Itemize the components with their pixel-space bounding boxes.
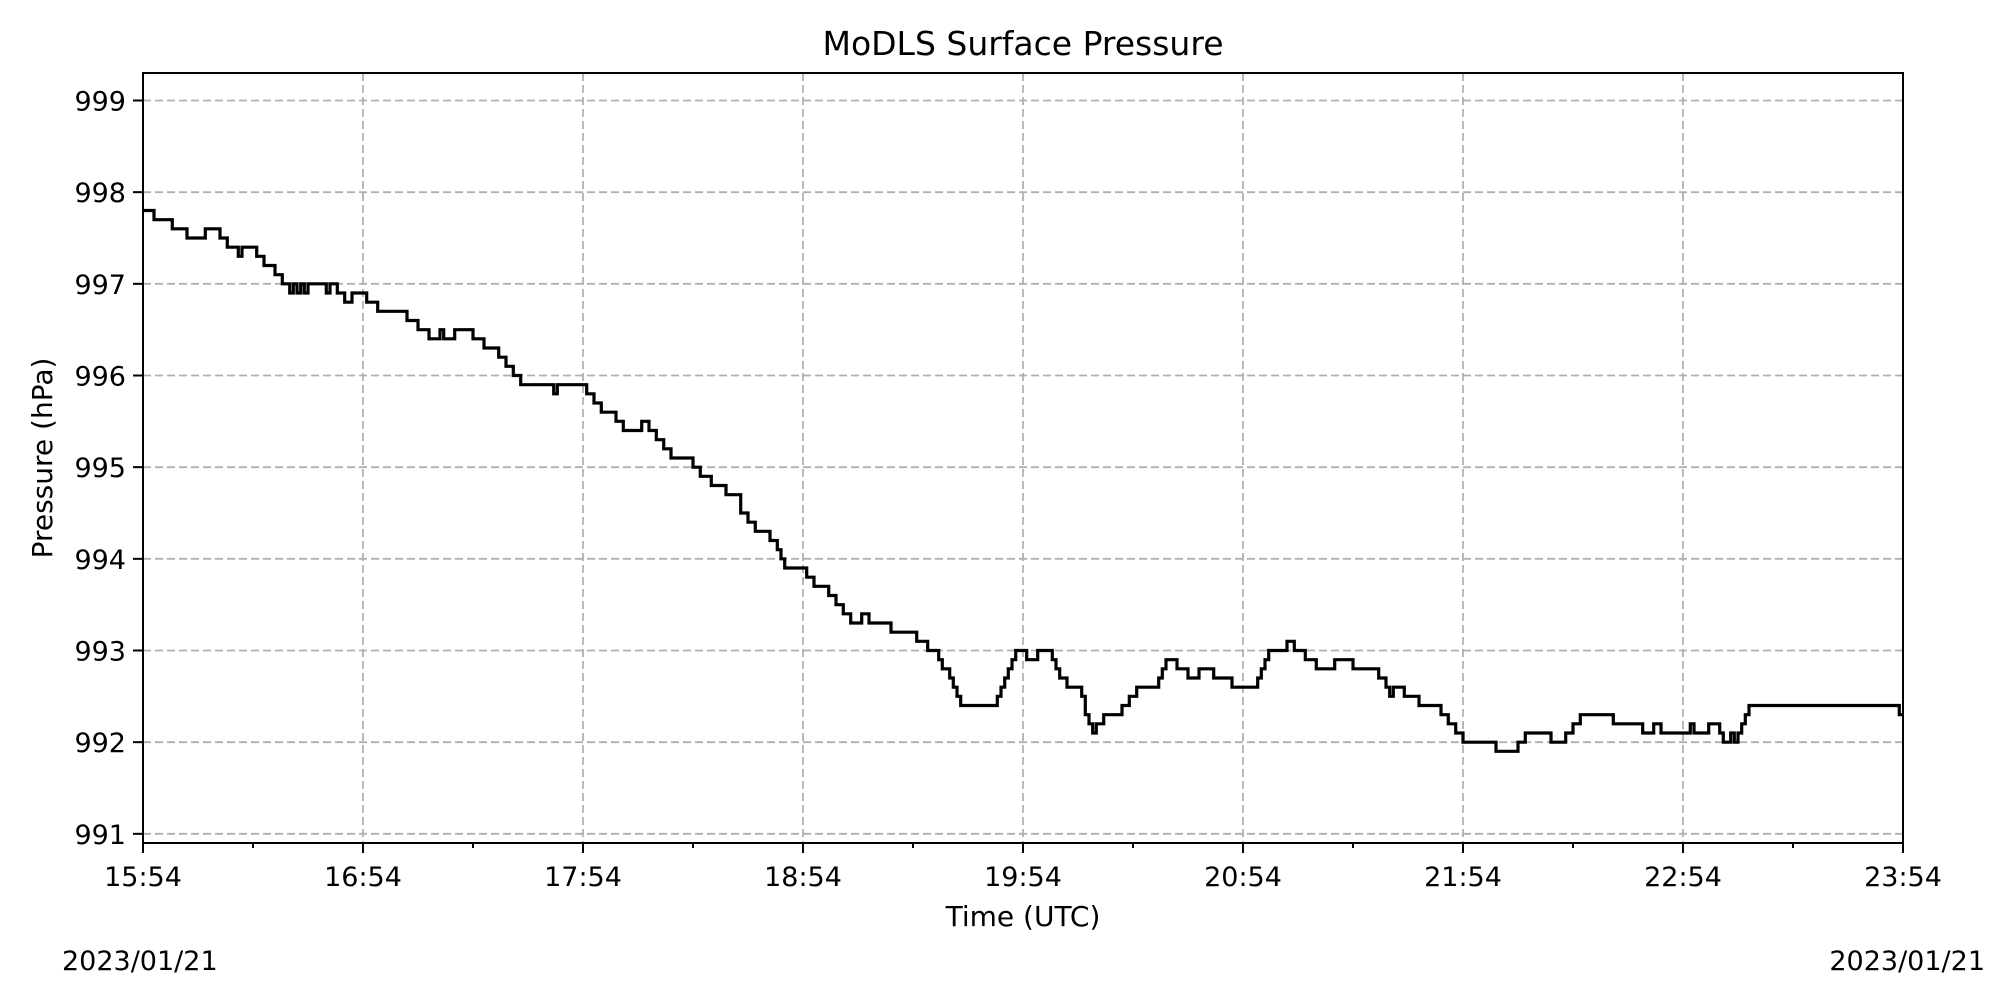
x-tick-label: 18:54 bbox=[764, 862, 842, 893]
y-tick-label: 999 bbox=[74, 87, 126, 118]
y-tick-label: 998 bbox=[74, 178, 126, 209]
chart-title: MoDLS Surface Pressure bbox=[822, 24, 1223, 63]
x-tick-label: 20:54 bbox=[1204, 862, 1282, 893]
y-axis-label: Pressure (hPa) bbox=[26, 358, 59, 559]
x-tick-label: 21:54 bbox=[1424, 862, 1502, 893]
x-tick-label: 19:54 bbox=[984, 862, 1062, 893]
y-tick-label: 996 bbox=[74, 362, 126, 393]
pressure-series-line bbox=[143, 208, 1903, 753]
date-label-right: 2023/01/21 bbox=[1829, 946, 1985, 977]
x-axis-label: Time (UTC) bbox=[945, 900, 1101, 933]
y-tick-label: 992 bbox=[74, 728, 126, 759]
x-tick-label: 15:54 bbox=[104, 862, 182, 893]
y-tick-label: 997 bbox=[74, 270, 126, 301]
x-tick-label: 23:54 bbox=[1864, 862, 1942, 893]
x-tick-label: 22:54 bbox=[1644, 862, 1722, 893]
axis-ticks bbox=[133, 99, 1904, 853]
y-tick-label: 995 bbox=[74, 453, 126, 484]
tick-labels: 15:54 16:54 17:54 18:54 19:54 20:54 21:54 22:54… bbox=[74, 87, 1941, 894]
y-tick-label: 994 bbox=[74, 545, 126, 576]
y-tick-label: 993 bbox=[74, 637, 126, 668]
x-tick-label: 16:54 bbox=[324, 862, 402, 893]
grid-lines bbox=[142, 73, 1904, 843]
x-tick-label: 17:54 bbox=[544, 862, 622, 893]
y-tick-label: 991 bbox=[74, 820, 126, 851]
date-label-left: 2023/01/21 bbox=[62, 946, 218, 977]
